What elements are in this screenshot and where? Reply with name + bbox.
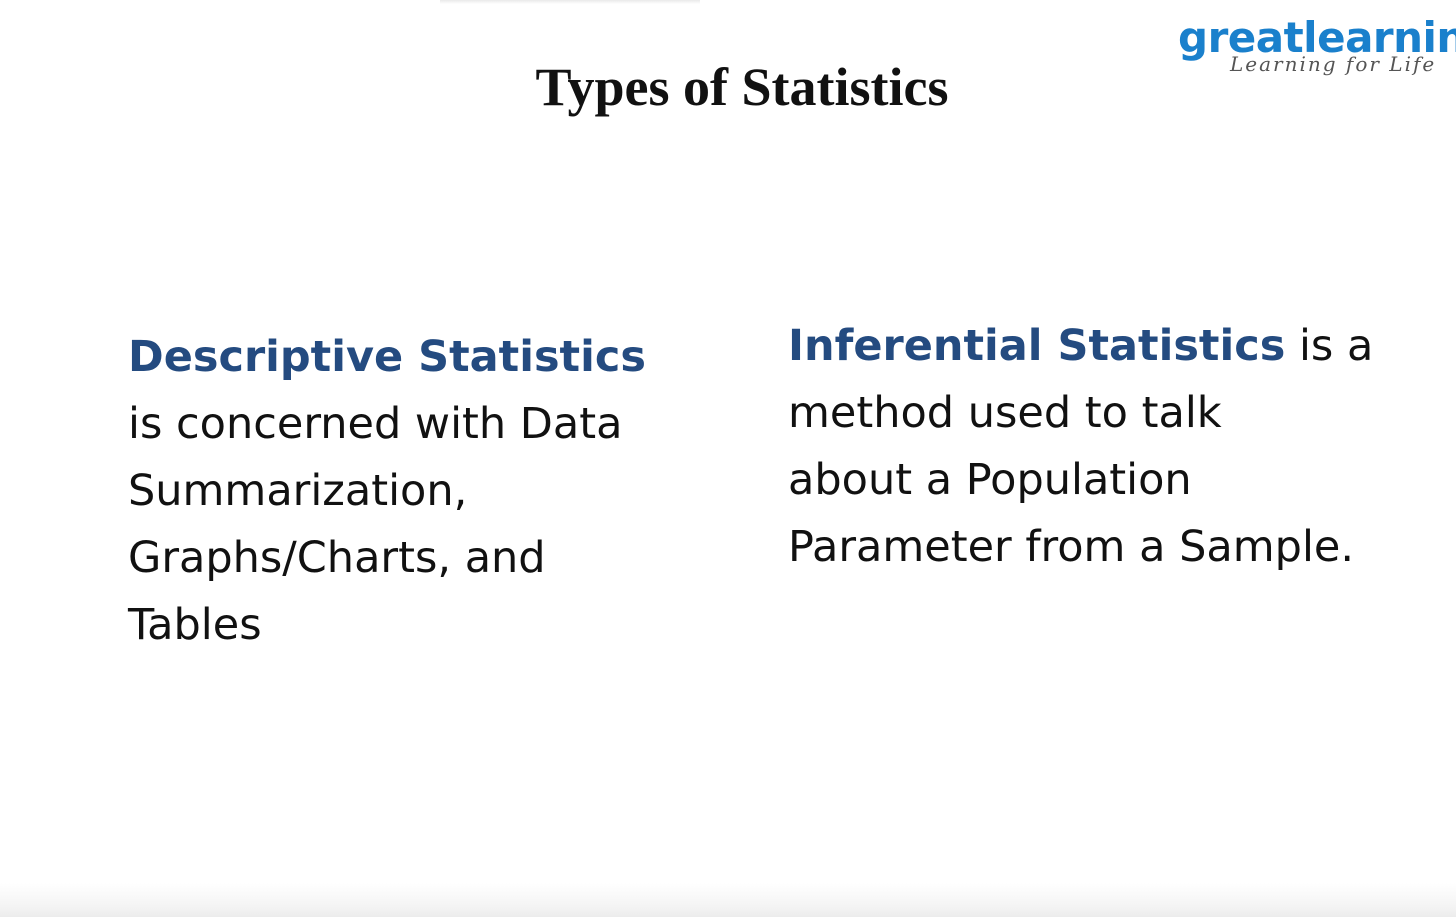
descriptive-statistics-block: Descriptive Statistics is concerned with…	[128, 324, 718, 659]
descriptive-line-2: Summarization,	[128, 466, 468, 516]
inferential-line-1: method used to talk	[788, 388, 1222, 438]
inferential-statistics-block: Inferential Statistics is a method used …	[788, 313, 1456, 581]
descriptive-line-4: Tables	[128, 600, 262, 650]
inferential-line-2: about a Population	[788, 455, 1192, 505]
logo-wordmark: greatlearning	[1178, 13, 1456, 62]
logo-tagline: Learning for Life	[1230, 52, 1437, 76]
slide-title: Types of Statistics	[535, 57, 949, 117]
inferential-line-0-rest: is a	[1285, 321, 1374, 371]
bottom-edge-band	[0, 883, 1456, 917]
descriptive-statistics-term: Descriptive Statistics	[128, 332, 646, 382]
descriptive-line-3: Graphs/Charts, and	[128, 533, 546, 583]
descriptive-line-1: is concerned with Data	[128, 399, 623, 449]
inferential-line-0: Inferential Statistics is a	[788, 313, 1456, 380]
top-edge-shadow	[440, 0, 700, 4]
inferential-line-3: Parameter from a Sample.	[788, 522, 1355, 572]
greatlearning-logo: greatlearning Learning for Life	[1178, 12, 1456, 82]
inferential-statistics-term: Inferential Statistics	[788, 321, 1286, 371]
